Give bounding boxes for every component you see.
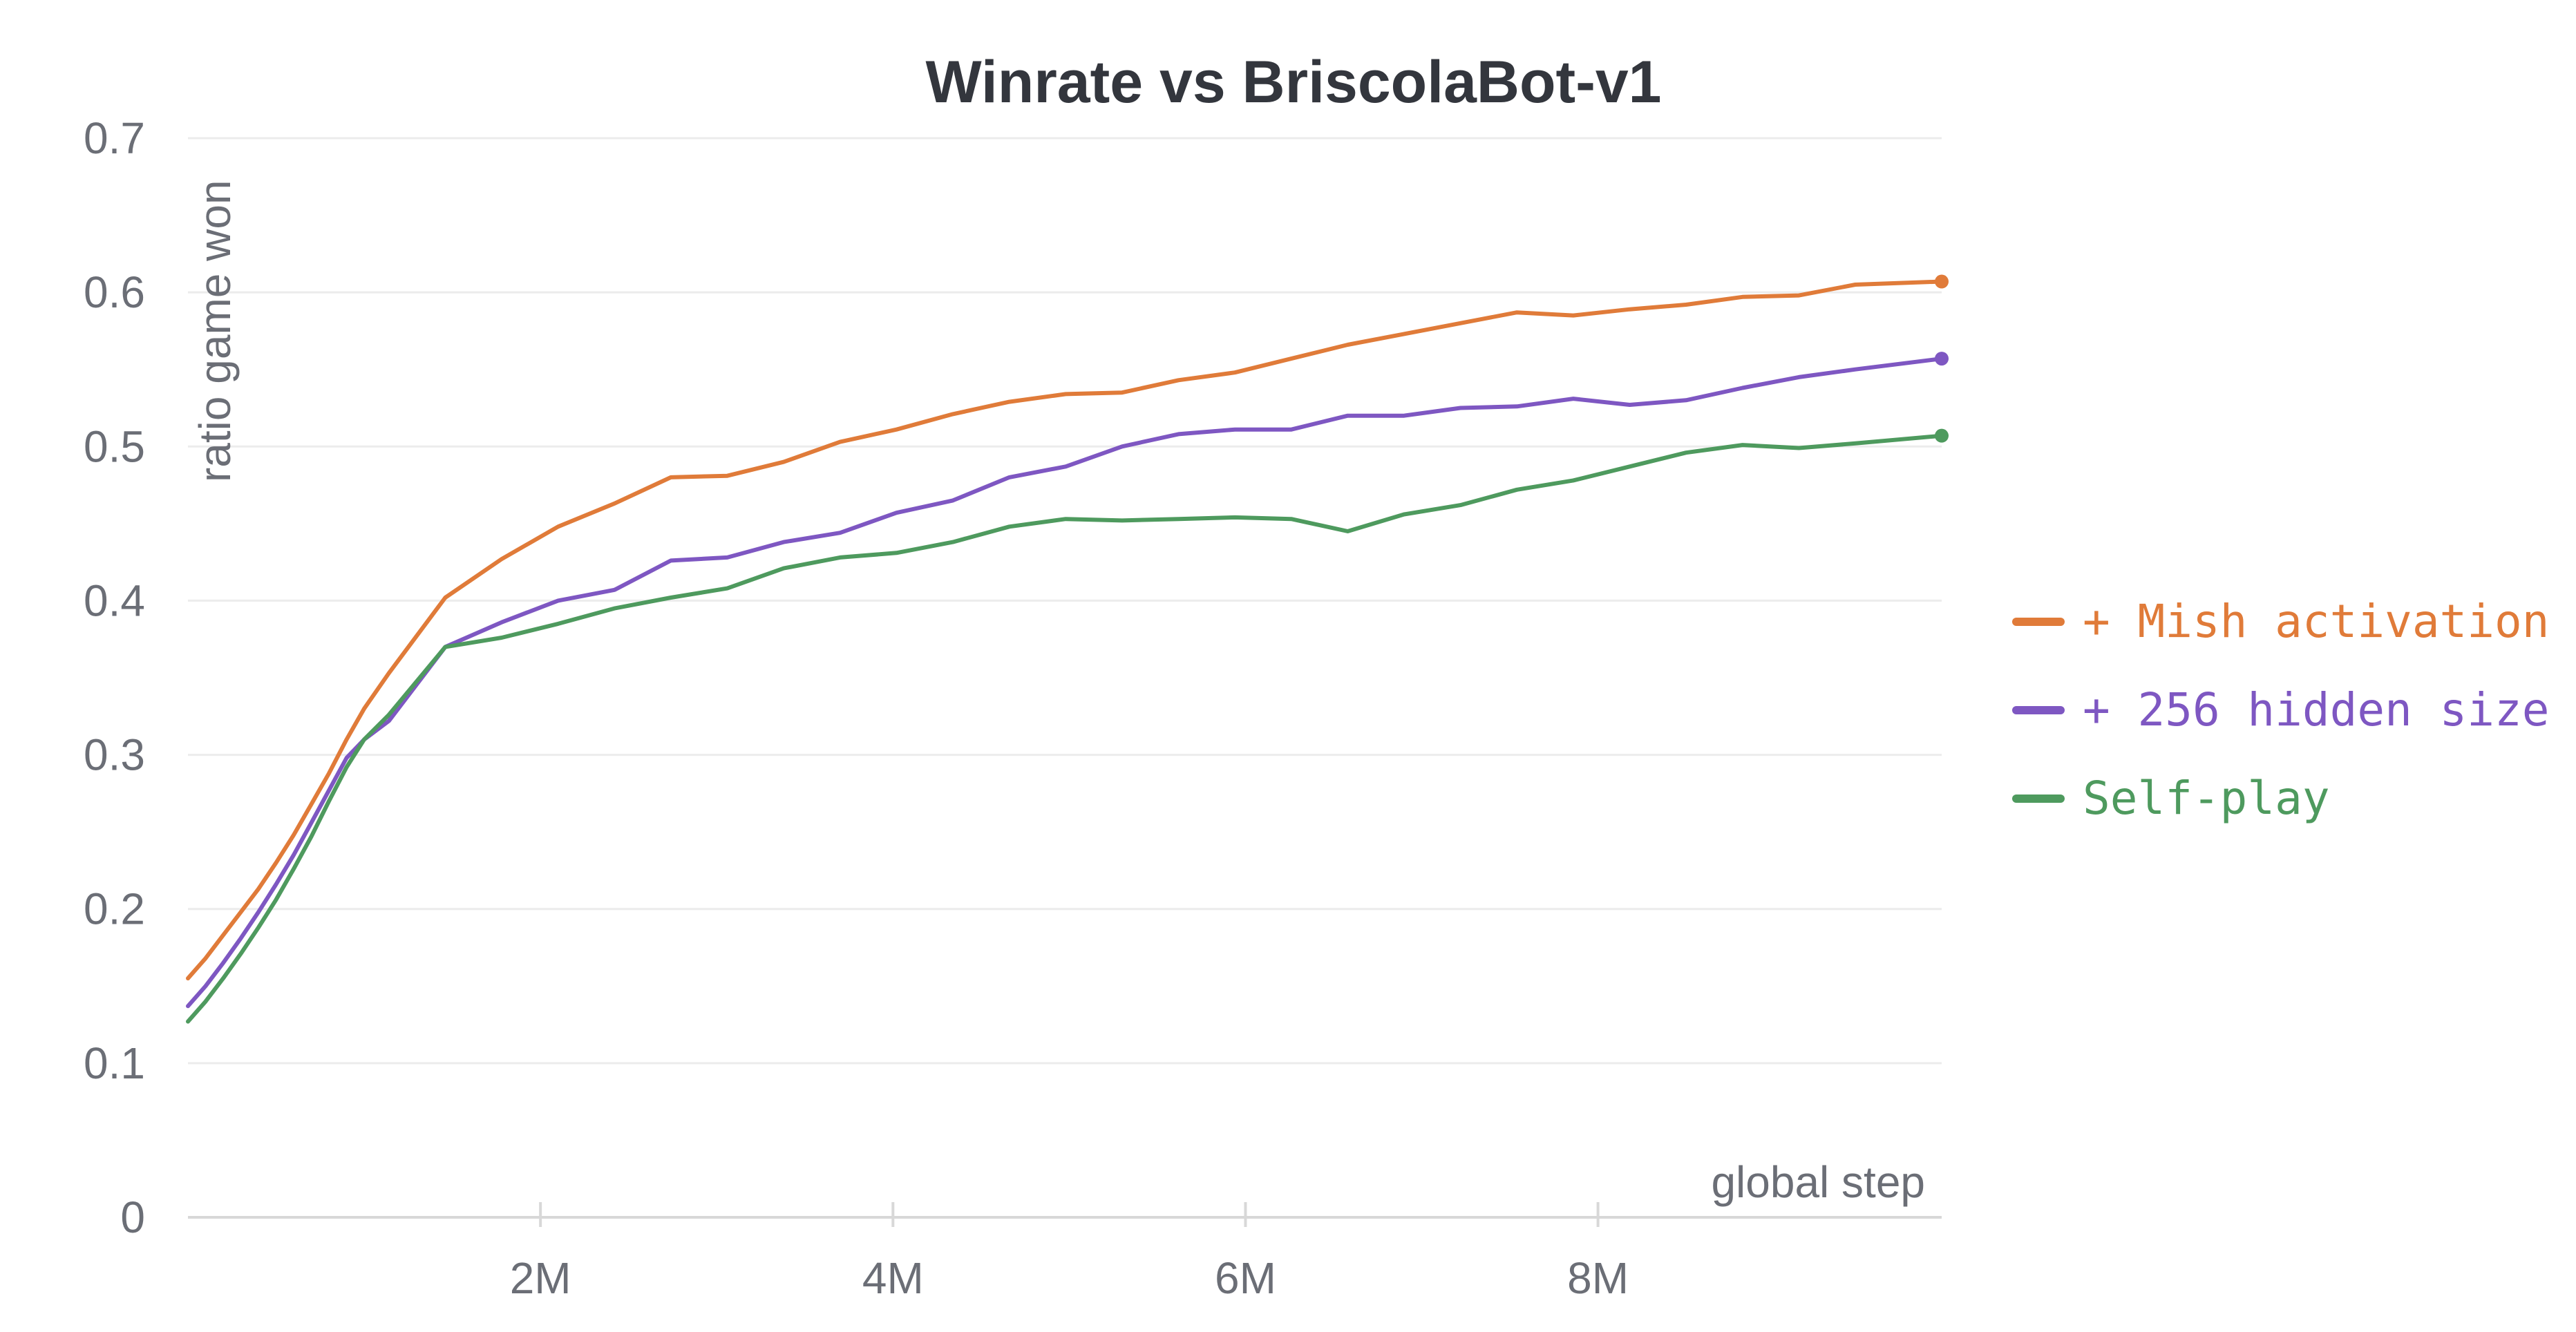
axes: 0 0.1 0.2 0.3 0.4 0.5 0.6 0.7 2M 4M 6M 8M <box>84 113 1942 1303</box>
legend-label: Self-play <box>2083 772 2330 825</box>
x-tick-label: 8M <box>1567 1253 1629 1303</box>
y-axis-label: ratio game won <box>190 180 240 482</box>
x-axis-label: global step <box>1711 1157 1925 1207</box>
legend: + Mish activation + 256 hidden size Self-p… <box>2012 595 2550 825</box>
y-tick-label: 0.3 <box>84 730 145 780</box>
chart-title: Winrate vs BriscolaBot-v1 <box>925 49 1661 115</box>
series-endpoint <box>1935 428 1949 443</box>
legend-label: + 256 hidden size <box>2083 683 2550 736</box>
series-lines <box>186 274 1949 1024</box>
x-tick-label: 6M <box>1215 1253 1276 1303</box>
legend-label: + Mish activation <box>2083 595 2550 648</box>
y-tick-label: 0.1 <box>84 1038 145 1088</box>
x-tick-label: 4M <box>862 1253 924 1303</box>
gridlines <box>188 137 1942 1065</box>
x-tick-label: 2M <box>510 1253 571 1303</box>
y-tick-label: 0.2 <box>84 884 145 934</box>
series-line-1 <box>186 279 1944 981</box>
series-line-3 <box>186 433 1944 1024</box>
y-tick-label: 0.4 <box>84 575 145 625</box>
series-line-2 <box>186 356 1944 1009</box>
y-tick-label: 0.5 <box>84 421 145 471</box>
y-tick-label: 0.6 <box>84 267 145 317</box>
series-endpoint <box>1935 352 1949 366</box>
y-tick-label: 0 <box>120 1192 145 1242</box>
series-endpoint <box>1935 274 1949 289</box>
y-tick-label: 0.7 <box>84 113 145 163</box>
